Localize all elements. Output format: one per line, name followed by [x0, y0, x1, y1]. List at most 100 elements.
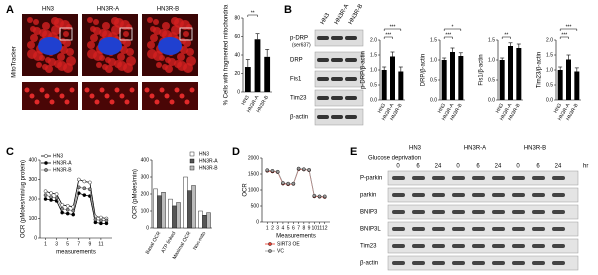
- data-point: [60, 206, 64, 211]
- time-label: 24: [555, 164, 562, 170]
- mito-spot: [39, 87, 45, 93]
- band: [472, 210, 485, 214]
- mito-spot: [179, 93, 185, 99]
- blot-row-label: Fis1: [290, 77, 302, 83]
- bar: [191, 185, 196, 229]
- cell-label: HN3: [42, 7, 55, 13]
- band: [392, 227, 405, 231]
- band: [432, 176, 445, 180]
- lane-label: HN3: [320, 12, 332, 26]
- band: [452, 227, 465, 231]
- band: [317, 77, 329, 81]
- cell-label: HN3R-B: [157, 7, 179, 13]
- band: [512, 193, 525, 197]
- x-tick-label: 11: [98, 241, 103, 247]
- panel-letter: E: [350, 146, 357, 158]
- nucleus: [158, 37, 182, 55]
- data-point: [71, 212, 76, 217]
- mito-spot: [180, 20, 190, 30]
- data-point: [65, 211, 70, 216]
- mito-spot: [153, 19, 159, 25]
- mito-spot: [90, 26, 96, 32]
- data-point: [49, 198, 53, 202]
- mito-spot: [27, 17, 33, 23]
- band: [345, 115, 357, 119]
- significance-bracket: [443, 36, 453, 39]
- y-tick-label: 0: [237, 89, 240, 95]
- significance: **: [251, 10, 255, 16]
- bar: [153, 188, 158, 229]
- band: [452, 244, 465, 248]
- band: [492, 261, 505, 265]
- significance: ***: [390, 24, 396, 30]
- band: [512, 261, 525, 265]
- band: [552, 261, 565, 265]
- mito-spot: [162, 22, 170, 30]
- x-tick-label: 1: [44, 241, 47, 247]
- mito-spot: [159, 29, 167, 37]
- y-axis-label: OCR: [243, 183, 249, 197]
- mito-spot: [123, 31, 129, 37]
- band: [532, 193, 545, 197]
- y-tick-label: 0: [34, 235, 37, 241]
- mito-spot: [171, 17, 179, 25]
- blot-row-label: DRP: [290, 58, 303, 64]
- x-tick-label: HN3: [553, 102, 563, 114]
- mito-spot: [120, 38, 126, 44]
- mito-spot: [27, 41, 35, 49]
- y-tick-label: 0.5: [370, 82, 377, 88]
- panel-letter: D: [232, 146, 240, 158]
- band: [432, 210, 445, 214]
- band: [412, 210, 425, 214]
- band: [472, 193, 485, 197]
- mito-spot: [96, 62, 102, 68]
- mito-spot: [36, 62, 42, 68]
- significance-bracket: [383, 28, 402, 31]
- blot-site-label: (ser637): [292, 42, 311, 48]
- time-label: 6: [536, 164, 540, 170]
- mito-spot: [93, 19, 99, 25]
- mito-spot: [104, 93, 110, 99]
- x-tick-label: 4: [282, 225, 285, 231]
- band: [412, 261, 425, 265]
- significance: *: [452, 24, 454, 30]
- mito-spot: [150, 34, 158, 42]
- bar: [202, 215, 207, 229]
- mito-spot: [147, 17, 153, 23]
- mito-spot: [60, 20, 70, 30]
- y-tick-label: 0.0: [546, 97, 553, 103]
- y-tick-label: 2.0: [546, 37, 553, 43]
- data-point: [60, 210, 64, 215]
- bar: [176, 202, 181, 229]
- significance: ***: [385, 32, 391, 38]
- significance-bracket: [559, 36, 569, 39]
- time-label: 6: [416, 164, 420, 170]
- mito-spot: [126, 48, 134, 56]
- data-point: [82, 193, 87, 197]
- zoom-box: [179, 27, 193, 41]
- data-point: [43, 193, 48, 197]
- y-tick-label: 1.0: [488, 57, 495, 63]
- y-tick-label: 1.0: [370, 67, 377, 73]
- mito-spot: [177, 53, 185, 61]
- significance-bracket: [383, 36, 393, 39]
- y-tick-label: 1.5: [370, 52, 377, 58]
- y-tick-label: 1.5: [488, 37, 495, 43]
- significance-bracket: [559, 28, 578, 31]
- x-tick-label: 5: [287, 225, 290, 231]
- bar: [157, 195, 162, 229]
- y-tick-label: 0: [256, 219, 259, 225]
- data-point: [71, 208, 76, 213]
- data-point: [322, 194, 327, 199]
- mito-spot: [90, 34, 98, 42]
- y-tick-label: 400: [29, 157, 38, 163]
- panel-letter: B: [284, 4, 292, 16]
- mito-spot: [34, 99, 40, 105]
- legend-label: HN3R-A: [199, 158, 218, 164]
- bar: [172, 205, 177, 229]
- data-point: [286, 181, 290, 186]
- bar: [161, 192, 166, 229]
- data-point: [265, 168, 270, 172]
- data-point: [43, 197, 48, 201]
- x-tick-label: 7: [77, 241, 80, 247]
